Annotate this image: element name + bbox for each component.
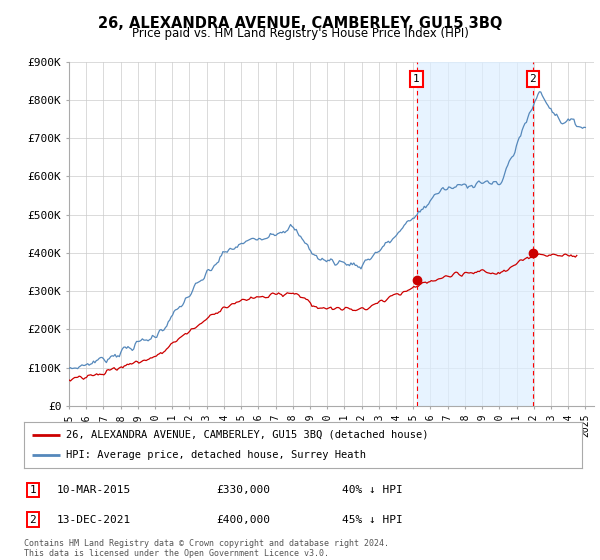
Text: HPI: Average price, detached house, Surrey Heath: HPI: Average price, detached house, Surr… <box>66 450 366 460</box>
Text: 10-MAR-2015: 10-MAR-2015 <box>57 485 131 495</box>
Text: £400,000: £400,000 <box>216 515 270 525</box>
Bar <box>416 62 533 406</box>
Text: 1: 1 <box>413 74 420 84</box>
Text: 40% ↓ HPI: 40% ↓ HPI <box>342 485 403 495</box>
Text: 2: 2 <box>530 74 536 84</box>
Text: £330,000: £330,000 <box>216 485 270 495</box>
Text: 1: 1 <box>29 485 37 495</box>
Text: 2: 2 <box>29 515 37 525</box>
Text: Price paid vs. HM Land Registry's House Price Index (HPI): Price paid vs. HM Land Registry's House … <box>131 27 469 40</box>
Text: 26, ALEXANDRA AVENUE, CAMBERLEY, GU15 3BQ (detached house): 26, ALEXANDRA AVENUE, CAMBERLEY, GU15 3B… <box>66 430 428 440</box>
Text: 45% ↓ HPI: 45% ↓ HPI <box>342 515 403 525</box>
Text: Contains HM Land Registry data © Crown copyright and database right 2024.
This d: Contains HM Land Registry data © Crown c… <box>24 539 389 558</box>
Text: 26, ALEXANDRA AVENUE, CAMBERLEY, GU15 3BQ: 26, ALEXANDRA AVENUE, CAMBERLEY, GU15 3B… <box>98 16 502 31</box>
Text: 13-DEC-2021: 13-DEC-2021 <box>57 515 131 525</box>
